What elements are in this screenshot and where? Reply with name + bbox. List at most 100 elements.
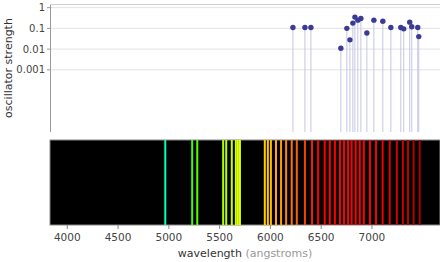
x-tick-label: 4500: [105, 231, 132, 243]
frame-top: [50, 4, 440, 5]
y-tick: [47, 28, 50, 29]
spectrum-lines: [164, 140, 420, 225]
stem: [373, 20, 374, 132]
spectrum-line: [334, 140, 336, 225]
spectrum-line: [304, 140, 306, 225]
x-axis-label-unit: (angstroms): [245, 247, 312, 260]
spectrum-line: [225, 140, 227, 225]
stem: [418, 37, 419, 132]
x-tick: [67, 225, 68, 229]
point: [358, 16, 363, 21]
point: [350, 20, 355, 25]
point: [416, 34, 421, 39]
spectrum-line: [280, 140, 282, 225]
spectrum-line: [296, 140, 298, 225]
y-tick-label: 0.01: [23, 44, 45, 55]
y-tick: [47, 7, 50, 8]
stem: [349, 40, 350, 132]
spectrum-line: [239, 140, 241, 225]
page: {"chart_data": [ {"type": "stem", "y_lab…: [0, 0, 440, 262]
point: [380, 19, 385, 24]
spectrum-line: [382, 140, 384, 225]
x-tick-label: 7000: [359, 231, 386, 243]
spectrum-line: [351, 140, 353, 225]
point: [290, 25, 295, 30]
x-axis-label-main: wavelength: [178, 247, 246, 260]
x-tick: [270, 225, 271, 229]
point: [364, 30, 369, 35]
x-tick-label: 6000: [257, 231, 284, 243]
spectrum-line: [264, 140, 266, 225]
y-tick-label: 0.1: [29, 23, 45, 34]
grid-line: [50, 69, 440, 70]
spectrum-line: [231, 140, 233, 225]
stem: [354, 17, 355, 132]
spectrum-line: [324, 140, 326, 225]
spectrum-line: [329, 140, 331, 225]
point: [407, 19, 412, 24]
spectrum-line: [339, 140, 341, 225]
point: [344, 26, 349, 31]
spectrum-line: [267, 140, 269, 225]
point: [415, 25, 420, 30]
point: [302, 25, 307, 30]
y-tick-label: 1: [39, 2, 45, 13]
grid-line: [50, 49, 440, 50]
x-tick-label: 5500: [206, 231, 233, 243]
spectrum-line: [413, 140, 415, 225]
grid-line: [50, 7, 440, 8]
spectrum-line: [359, 140, 361, 225]
stem: [366, 33, 367, 132]
spectrum-line: [237, 140, 239, 225]
y-tick: [47, 69, 50, 70]
y-axis-line: [50, 4, 51, 132]
x-tick: [321, 225, 322, 229]
x-tick-label: 5000: [155, 231, 182, 243]
spectrum-line: [407, 140, 409, 225]
spectrum-line: [389, 140, 391, 225]
point: [409, 24, 414, 29]
y-tick-label: 0.001: [16, 64, 45, 75]
x-tick-label: 4000: [54, 231, 81, 243]
spectrum-line: [355, 140, 357, 225]
spectrum-line: [270, 140, 272, 225]
point: [388, 25, 393, 30]
spectrum-line: [347, 140, 349, 225]
point: [401, 26, 406, 31]
x-tick: [118, 225, 119, 229]
grid-line: [50, 28, 440, 29]
stem: [340, 48, 341, 132]
point: [338, 46, 343, 51]
spectrum-line: [285, 140, 287, 225]
stem: [304, 28, 305, 132]
spectrum-line: [222, 140, 224, 225]
y-axis-label: oscillator strength: [2, 18, 15, 118]
spectrum-line: [311, 140, 313, 225]
spectrum-line: [317, 140, 319, 225]
stem: [292, 28, 293, 132]
stems: [290, 14, 421, 132]
y-tick: [47, 49, 50, 50]
stem: [346, 28, 347, 132]
stem: [411, 27, 412, 132]
point: [308, 25, 313, 30]
spectrum-line: [291, 140, 293, 225]
x-axis-label: wavelength (angstroms): [178, 247, 312, 260]
stem: [360, 18, 361, 132]
spectrum-line: [196, 140, 198, 225]
spectrum-line: [375, 140, 377, 225]
spectrum-line: [164, 140, 166, 225]
stem: [382, 21, 383, 132]
stem: [390, 28, 391, 132]
spectrum-line: [235, 140, 237, 225]
stem: [403, 29, 404, 132]
stem: [417, 28, 418, 132]
stem: [357, 20, 358, 132]
x-tick: [219, 225, 220, 229]
spectrum-line: [275, 140, 277, 225]
point: [371, 17, 376, 22]
x-tick-label: 6500: [308, 231, 335, 243]
spectrum-line: [402, 140, 404, 225]
stem: [400, 28, 401, 132]
spectrum-background: [50, 140, 440, 225]
